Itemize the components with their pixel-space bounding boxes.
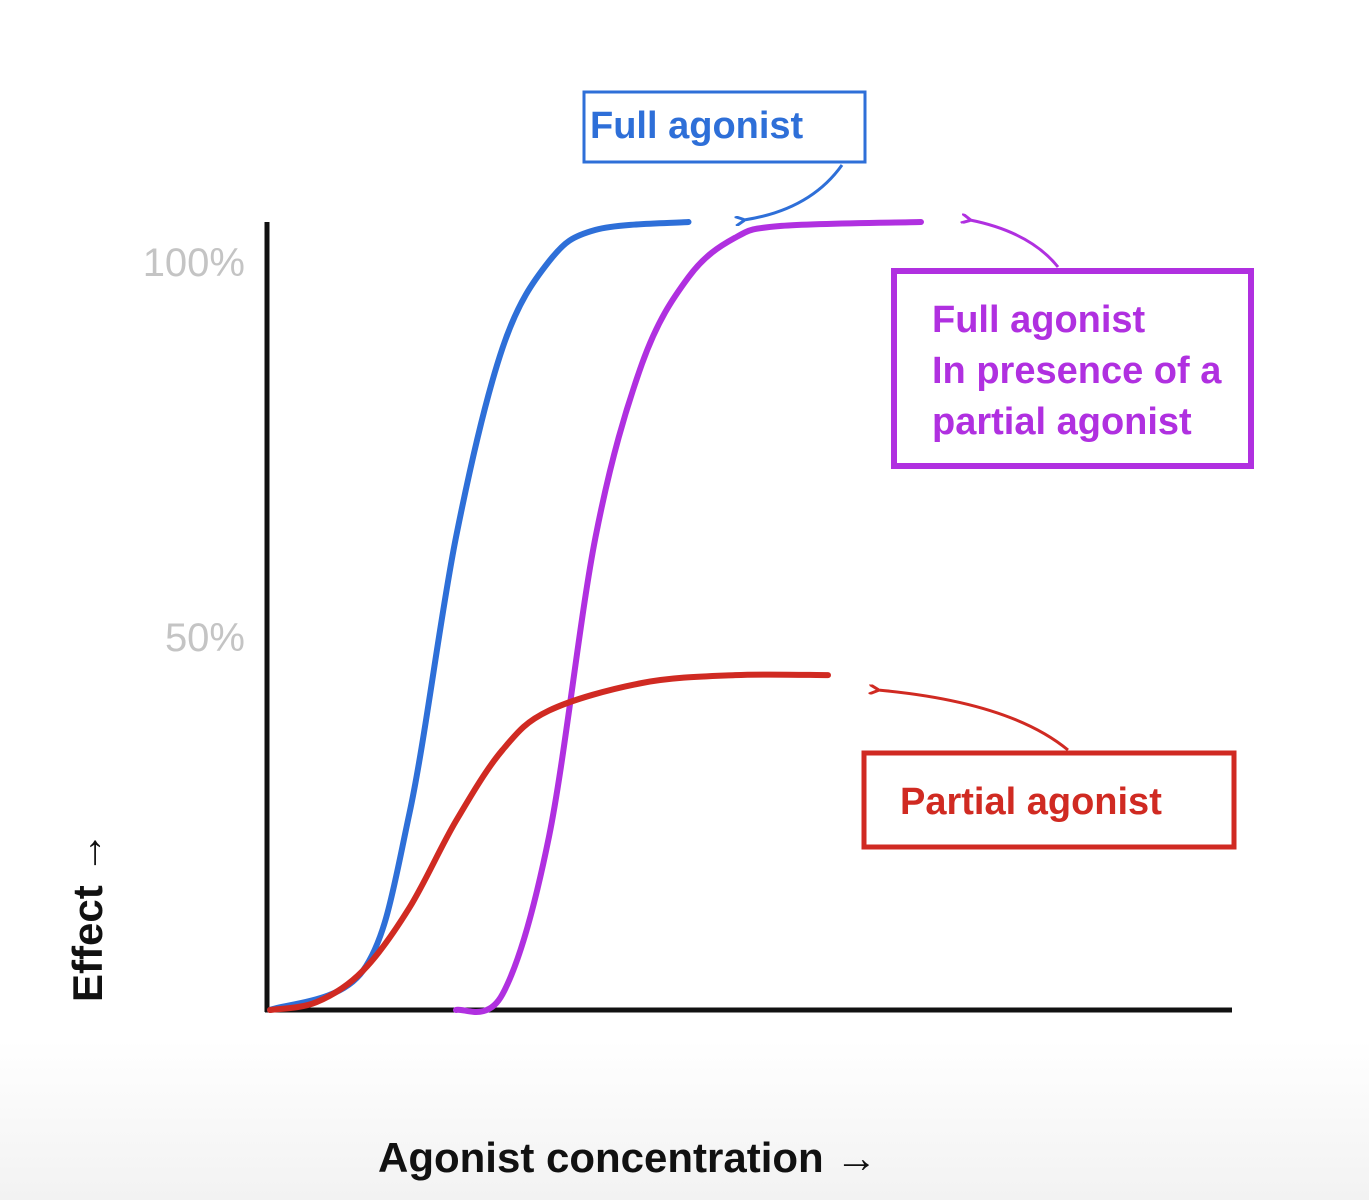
full-agonist-callout: Full agonist [582, 90, 867, 220]
full-agonist-with-partial-callout: Full agonist In presence of a partial ag… [891, 220, 1254, 469]
full-agonist-label-box [582, 90, 867, 164]
partial-agonist-callout: Partial agonist [861, 690, 1237, 850]
full-agonist-pointer-arrow [744, 164, 844, 220]
full-agonist-with-partial-label-line-2: In presence of a [932, 350, 1222, 392]
x-axis-title: Agonist concentration → [378, 1134, 877, 1181]
y-axis-title: Effect → [64, 832, 111, 1002]
full-agonist-with-partial-label-line-1: Full agonist [932, 299, 1146, 341]
partial-agonist-pointer-arrow [878, 690, 1069, 752]
y-tick-label-100: 100% [143, 241, 245, 285]
full-agonist-with-partial-label-box [891, 268, 1254, 469]
partial-agonist-curve [267, 671, 831, 1013]
y-tick-label-50: 50% [165, 616, 245, 660]
partial-agonist-label-box [861, 750, 1237, 850]
full-agonist-with-partial-label-line-3: partial agonist [932, 401, 1192, 443]
full-agonist-with-partial-pointer-arrow [970, 220, 1060, 268]
full-agonist-label: Full agonist [590, 105, 804, 147]
partial-agonist-label: Partial agonist [900, 781, 1162, 823]
full-agonist-curve [267, 219, 692, 1013]
full-agonist-with-partial-curve [453, 219, 924, 1015]
